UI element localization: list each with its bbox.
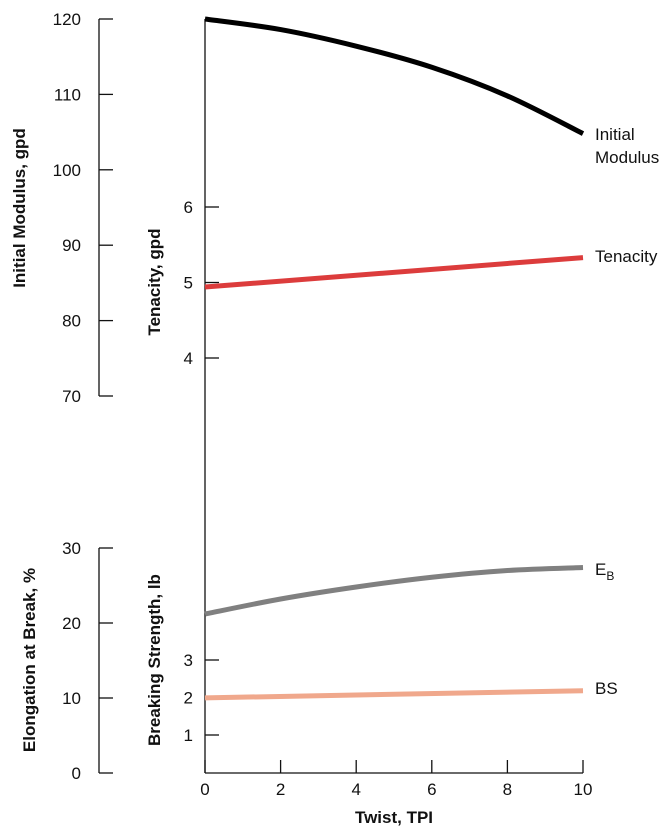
- tenacity-axis-title: Tenacity, gpd: [145, 228, 164, 335]
- modulus-line: [204, 16, 585, 136]
- strength-tick-label-1: 1: [184, 726, 193, 745]
- modulus-tick-label-70: 70: [62, 387, 81, 406]
- elongation-tick-label-30: 30: [62, 539, 81, 558]
- tenacity-tick-label-6: 6: [184, 198, 193, 217]
- x-tick-label-6: 6: [427, 780, 436, 799]
- modulus-tick-label-90: 90: [62, 236, 81, 255]
- strength-tick-label-3: 3: [184, 651, 193, 670]
- curves-layer: [204, 16, 585, 701]
- x-tick-label-0: 0: [200, 780, 209, 799]
- strength-tick-label-2: 2: [184, 689, 193, 708]
- x-tick-label-4: 4: [351, 780, 360, 799]
- tenacity-tick-label-5: 5: [184, 274, 193, 293]
- modulus-series-label-line-2: Modulus: [595, 148, 659, 167]
- modulus-axis-title: Initial Modulus, gpd: [10, 128, 29, 288]
- elongation-tick-label-10: 10: [62, 689, 81, 708]
- elongation-tick-label-0: 0: [72, 764, 81, 783]
- x-tick-label-2: 2: [276, 780, 285, 799]
- tenacity-series-label-line-1: Tenacity: [595, 247, 658, 266]
- tenacity-line: [204, 255, 584, 290]
- modulus-tick-label-110: 110: [54, 85, 81, 104]
- eb-line: [204, 565, 584, 617]
- modulus-tick-label-120: 120: [53, 10, 81, 29]
- tenacity-tick-label-4: 4: [184, 349, 193, 368]
- elongation-tick-label-20: 20: [62, 614, 81, 633]
- elongation-axis-title: Elongation at Break, %: [20, 568, 39, 752]
- x-tick-label-10: 10: [574, 780, 593, 799]
- strength-axis-title: Breaking Strength, lb: [145, 574, 164, 746]
- modulus-series-label-line-1: Initial: [595, 125, 635, 144]
- x-axis-title: Twist, TPI: [355, 808, 433, 827]
- modulus-tick-label-100: 100: [53, 161, 81, 180]
- eb-series-label: EB: [595, 560, 614, 583]
- modulus-tick-label-80: 80: [62, 312, 81, 331]
- x-tick-label-8: 8: [503, 780, 512, 799]
- bs-line: [204, 688, 584, 701]
- bs-series-label-line-1: BS: [595, 679, 618, 698]
- series-labels-layer: Initial Modulus Tenacity EB BS: [595, 125, 659, 698]
